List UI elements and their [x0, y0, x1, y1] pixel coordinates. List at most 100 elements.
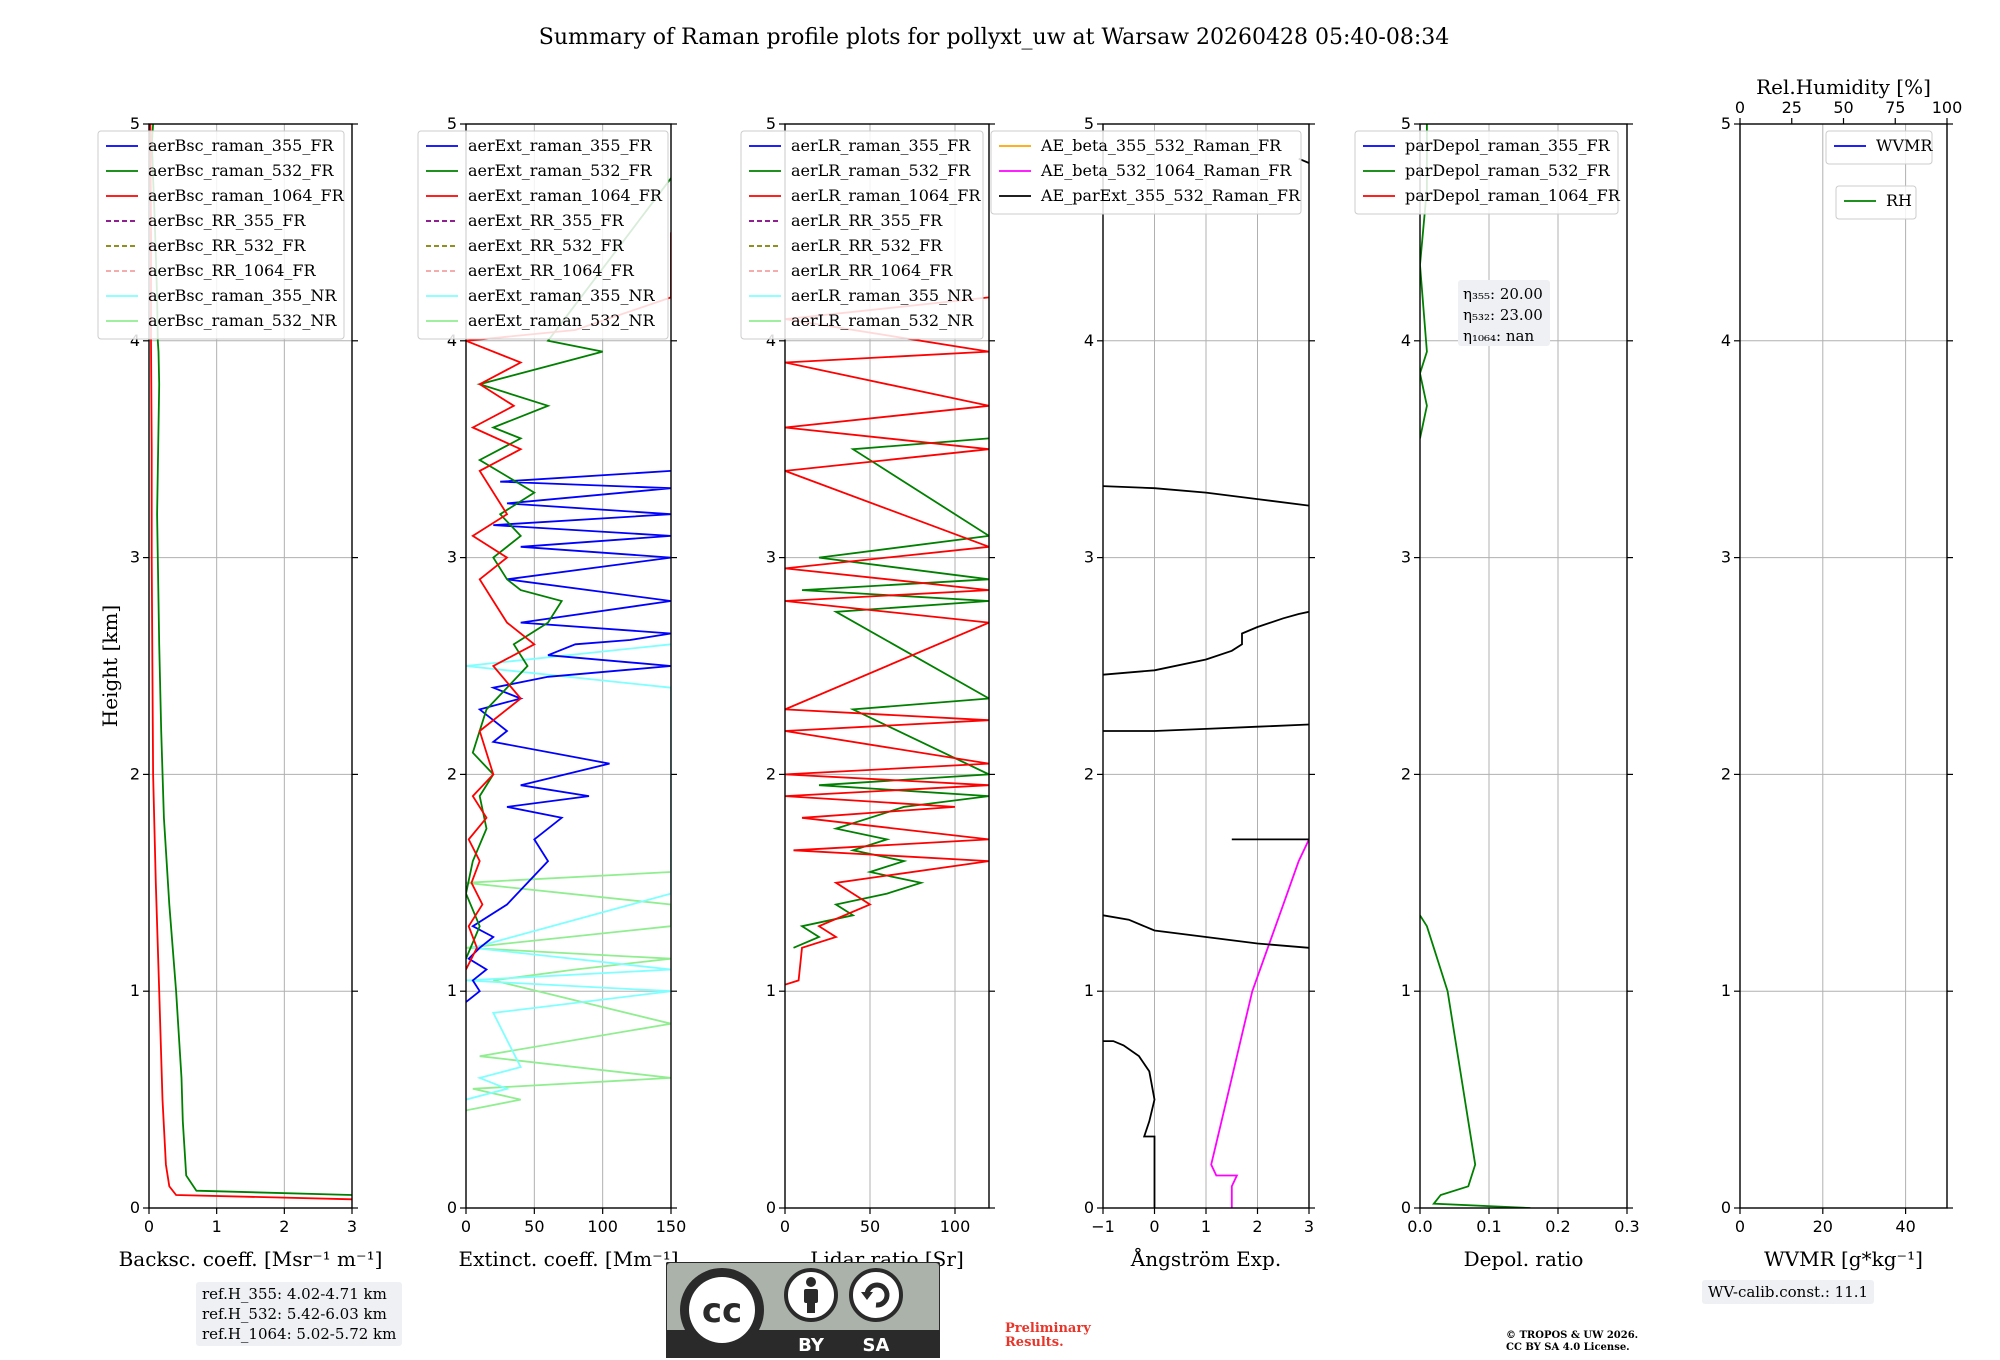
figure-title: Summary of Raman profile plots for polly… [539, 25, 1449, 50]
series-line-AE_parExt_355_532_Raman_FR [1103, 1040, 1156, 1208]
y-tick-label: 3 [766, 548, 776, 567]
preliminary-line-2: Results. [1005, 1335, 1064, 1350]
legend-entry-label: WVMR [1876, 136, 1933, 155]
legend-entry-label: AE_parExt_355_532_Raman_FR [1040, 186, 1301, 205]
x-tick-label: 0 [1149, 1217, 1159, 1236]
axes-frame [148, 123, 353, 1209]
x2-tick-label: 100 [1932, 98, 1963, 117]
eta-annotation-box: η₃₅₅: 20.00 η₅₃₂: 23.00 η₁₀₆₄: nan [1458, 280, 1550, 346]
panel-depol: 0.0 0.1 0.2 0.3 0 1 2 3 4 5 Depol. ratio parDepol_r… [1354, 114, 1640, 1271]
y-tick-label: 5 [1084, 114, 1094, 133]
y-tick-label: 0 [766, 1198, 776, 1217]
y-tick-label: 3 [1401, 548, 1411, 567]
legend-box [990, 130, 1302, 215]
x-tick-label: 1 [212, 1217, 222, 1236]
x-axis-label: Ångström Exp. [1130, 1246, 1281, 1271]
series-line-AE_beta_532_1064_Raman_FR [1210, 839, 1309, 1208]
x-tick-label: 0.3 [1614, 1217, 1639, 1236]
y-tick-label: 0 [447, 1198, 457, 1217]
y-tick-label: 1 [1084, 981, 1094, 1000]
x-tick-label: 100 [587, 1217, 618, 1236]
series-line-aerBsc_raman_1064_FR [149, 124, 352, 1201]
legend-entry-label: aerLR_raman_532_FR [791, 161, 971, 180]
y-tick-label: 0 [1084, 1198, 1094, 1217]
y-tick-label: 2 [447, 764, 457, 783]
x-tick-label: 0.1 [1476, 1217, 1501, 1236]
x-axis-label: WVMR [g*kg⁻¹] [1764, 1247, 1923, 1271]
x-tick-label: 0.0 [1407, 1217, 1432, 1236]
eta-box-bg [1458, 280, 1550, 346]
legend: aerBsc_raman_355_FR aerBsc_raman_532_FRae… [97, 130, 345, 340]
legend-entry-label: aerBsc_raman_355_NR [148, 286, 337, 305]
legend-entry-label: aerLR_RR_532_FR [791, 236, 943, 255]
y-tick-label: 1 [130, 981, 140, 1000]
legend-entry-label: aerBsc_RR_355_FR [148, 211, 306, 230]
legend-entry-label: aerExt_RR_532_FR [468, 236, 625, 255]
x-tick-label: 100 [940, 1217, 971, 1236]
legend: WVMR [1825, 130, 1933, 165]
series-line-aerExt_raman_532_NR [466, 850, 671, 1112]
legend-box [97, 130, 345, 340]
legend-entry-label: aerBsc_RR_532_FR [148, 236, 306, 255]
ref-h-532: ref.H_532: 5.42-6.03 km [202, 1305, 387, 1323]
legend-entry-label: aerExt_RR_355_FR [468, 211, 625, 230]
cc-logo-text: cc [702, 1291, 742, 1331]
panel-bsc: 0 1 2 3 0 1 2 3 4 5 Backsc. coeff. [Msr⁻¹ m⁻¹] Heig… [97, 114, 382, 1271]
y-tick-label: 0 [1401, 1198, 1411, 1217]
legend-entry-label: aerLR_raman_355_NR [791, 286, 974, 305]
x2-tick-label: 0 [1735, 98, 1745, 117]
legend-entry-label: aerExt_raman_532_FR [468, 161, 653, 180]
legend-entry-label: aerExt_raman_355_NR [468, 286, 656, 305]
cc-by-sa-badge: cc BY SA [666, 1262, 940, 1358]
legend-entry-label: aerLR_raman_532_NR [791, 311, 974, 330]
series-line-aerExt_raman_355_NR [466, 643, 671, 1101]
legend-box [417, 130, 669, 340]
y-axis-label: Height [km] [98, 605, 122, 727]
sa-share-alike-icon [849, 1268, 903, 1322]
x2-tick-label: 75 [1885, 98, 1905, 117]
y-tick-label: 3 [130, 548, 140, 567]
wv-calib-const: WV-calib.const.: 11.1 [1708, 1283, 1869, 1301]
y-tick-label: 2 [1721, 764, 1731, 783]
series-line-AE_parExt_355_532_Raman_FR [1103, 723, 1309, 732]
y-tick-label: 1 [447, 981, 457, 1000]
y-tick-label: 2 [130, 764, 140, 783]
axes-frame [1739, 123, 1948, 1209]
legend-box [1354, 130, 1619, 215]
legend-entry-label: RH [1886, 191, 1912, 210]
legend-box [1825, 130, 1933, 165]
legend-entry-label: aerExt_raman_532_NR [468, 311, 656, 330]
y-tick-label: 0 [130, 1198, 140, 1217]
x-tick-label: 2 [279, 1217, 289, 1236]
y-tick-label: 4 [766, 331, 776, 350]
preliminary-results-note: Preliminary Results. [1005, 1322, 1091, 1350]
cc-circle-inner [689, 1277, 755, 1343]
panel-wv: 0 20 40 0 1 2 3 4 5 WVMR [g*kg⁻¹] 0 25 50 75 100Rel.Hu… [1721, 75, 1962, 1271]
legend-entry-label: aerExt_RR_1064_FR [468, 261, 635, 280]
x-axis-label: Depol. ratio [1464, 1247, 1584, 1271]
y-tick-label: 1 [1721, 981, 1731, 1000]
legend-entry-label: aerBsc_RR_1064_FR [148, 261, 317, 280]
legend: aerLR_raman_355_FR aerLR_raman_532_FR aerL… [740, 130, 984, 340]
preliminary-line-1: Preliminary [1005, 1321, 1091, 1336]
legend-entry-label: parDepol_raman_355_FR [1405, 136, 1611, 155]
legend-entry-label: aerBsc_raman_532_NR [148, 311, 337, 330]
legend-box [1835, 185, 1917, 220]
wv-calibration-box: WV-calib.const.: 11.1 [1702, 1280, 1875, 1304]
by-label: BY [798, 1335, 825, 1356]
legend-entry-label: parDepol_raman_1064_FR [1405, 186, 1621, 205]
legend-secondary: RH [1835, 185, 1917, 220]
copyright-note: © TROPOS & UW 2026. CC BY SA 4.0 License… [1506, 1330, 1638, 1354]
copyright-line-2: CC BY SA 4.0 License. [1506, 1342, 1630, 1353]
legend-entry-label: aerLR_RR_1064_FR [791, 261, 953, 280]
eta-1064: η₁₀₆₄: nan [1463, 327, 1534, 345]
legend: AE_beta_355_532_Raman_FR AE_beta_532_1064… [990, 130, 1302, 215]
legend-entry-label: aerBsc_raman_1064_FR [148, 186, 345, 205]
by-person-icon [784, 1268, 838, 1322]
y-tick-label: 3 [447, 548, 457, 567]
legend-entry-label: aerLR_raman_1064_FR [791, 186, 981, 205]
legend: parDepol_raman_355_FR parDepol_raman_532_… [1354, 130, 1621, 215]
y-tick-label: 5 [1401, 114, 1411, 133]
x-tick-label: 20 [1813, 1217, 1833, 1236]
x-tick-label: 0 [461, 1217, 471, 1236]
